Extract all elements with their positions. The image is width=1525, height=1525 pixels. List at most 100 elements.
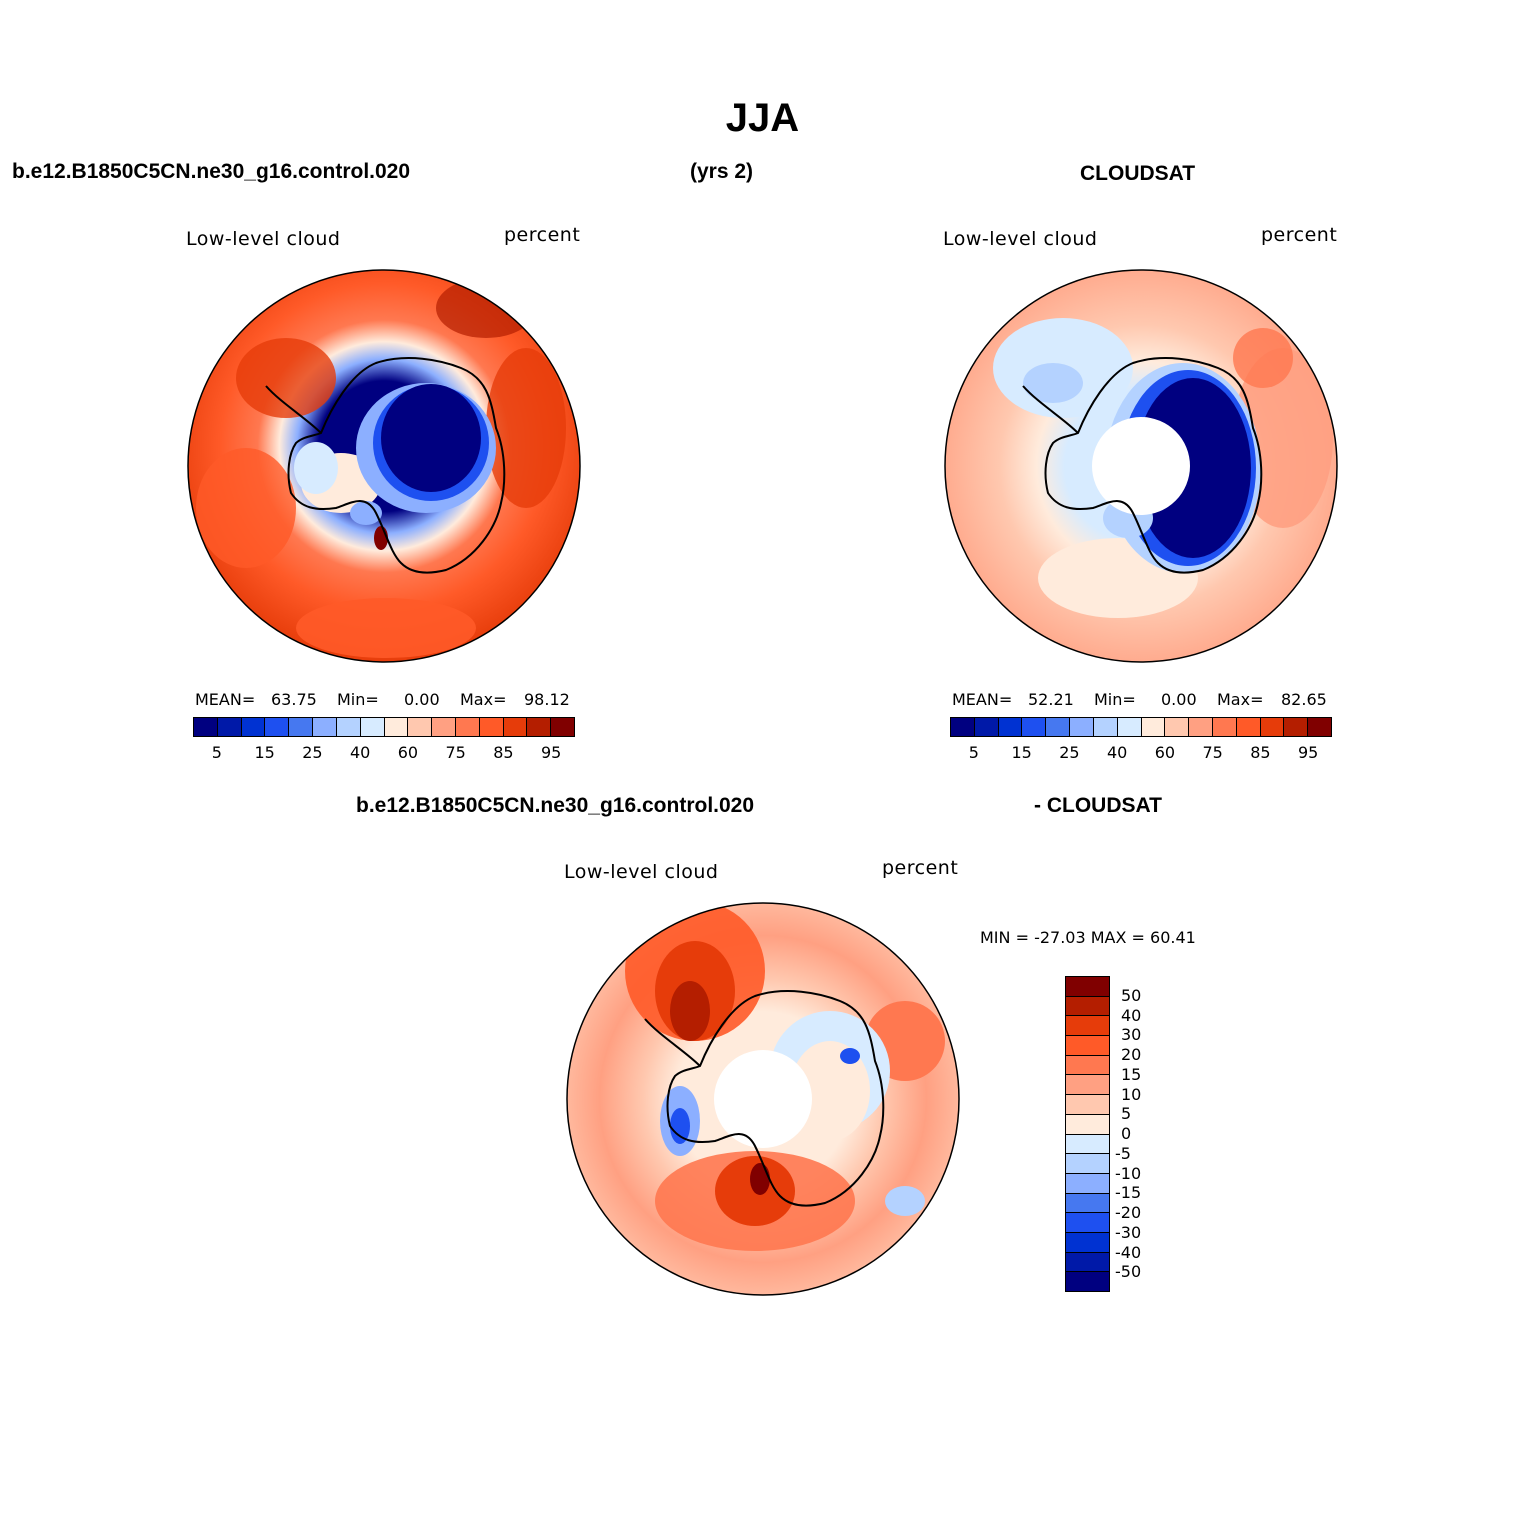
obs-mean-value: 52.21 (1028, 690, 1074, 709)
colorbar-tick-label: 60 (1154, 743, 1176, 762)
diff-right-header: - CLOUDSAT (1034, 794, 1162, 817)
colorbar-swatch (1066, 1213, 1109, 1233)
colorbar-swatch (998, 718, 1023, 736)
model-variable-label: Low-level cloud (186, 228, 341, 250)
colorbar-tick-label: 85 (1250, 743, 1271, 762)
colorbar-tick-label: 95 (1297, 743, 1319, 762)
diff-colorbar (1065, 976, 1110, 1292)
colorbar-swatch (360, 718, 385, 736)
colorbar-tick-label: -20 (1115, 1203, 1142, 1222)
colorbar-tick-label: 15 (1121, 1064, 1142, 1084)
colorbar-swatch (1117, 718, 1142, 736)
colorbar-swatch (1212, 718, 1237, 736)
colorbar-tick-label: 20 (1121, 1045, 1142, 1064)
colorbar-tick-label: 5 (968, 743, 979, 762)
model-min-label: Min= (337, 690, 379, 709)
model-mean-value: 63.75 (271, 690, 317, 709)
colorbar-swatch (1066, 1252, 1109, 1273)
model-max-value: 98.12 (524, 690, 570, 709)
colorbar-swatch (1260, 718, 1285, 736)
colorbar-swatch (1066, 1095, 1109, 1115)
colorbar-tick-label: -50 (1115, 1262, 1142, 1282)
colorbar-swatch (217, 718, 242, 736)
model-max-label: Max= (460, 690, 507, 709)
colorbar-swatch (432, 718, 456, 736)
obs-min-value: 0.00 (1161, 690, 1197, 709)
obs-min-label: Min= (1094, 690, 1136, 709)
obs-name-header: CLOUDSAT (1080, 162, 1196, 185)
colorbar-tick-label: 10 (1121, 1084, 1142, 1104)
colorbar-swatch (1066, 1055, 1109, 1076)
obs-colorbar (950, 717, 1332, 737)
colorbar-swatch (1284, 718, 1309, 736)
colorbar-tick-label: 50 (1121, 985, 1142, 1005)
colorbar-swatch (951, 718, 975, 736)
figure-title: JJA (725, 96, 800, 140)
colorbar-swatch (1066, 1232, 1109, 1253)
colorbar-swatch (1066, 1154, 1109, 1174)
colorbar-swatch (1066, 1036, 1109, 1056)
diff-minmax-text: MIN = -27.03 MAX = 60.41 (980, 928, 1196, 947)
colorbar-swatch (1046, 718, 1071, 736)
obs-units-label: percent (1261, 224, 1338, 246)
colorbar-tick-label: 15 (1011, 743, 1032, 762)
colorbar-tick-label: 25 (302, 743, 323, 762)
model-min-value: 0.00 (404, 690, 440, 709)
colorbar-swatch (265, 718, 290, 736)
colorbar-tick-label: -30 (1115, 1222, 1142, 1242)
colorbar-swatch (408, 718, 433, 736)
colorbar-tick-label: 0 (1121, 1124, 1132, 1143)
colorbar-swatch (289, 718, 314, 736)
obs-max-value: 82.65 (1281, 690, 1327, 709)
colorbar-swatch (194, 718, 218, 736)
model-colorbar (193, 717, 575, 737)
colorbar-tick-label: -40 (1115, 1242, 1142, 1262)
colorbar-tick-label: 40 (1106, 743, 1128, 762)
colorbar-swatch (974, 718, 999, 736)
obs-variable-label: Low-level cloud (943, 228, 1098, 250)
diff-left-header: b.e12.B1850C5CN.ne30_g16.control.020 (356, 794, 755, 817)
colorbar-tick-label: 75 (445, 743, 466, 762)
colorbar-tick-label: 60 (397, 743, 419, 762)
diff-variable-label: Low-level cloud (564, 861, 719, 883)
colorbar-tick-label: 85 (493, 743, 514, 762)
colorbar-swatch (1066, 977, 1109, 997)
model-units-label: percent (504, 224, 581, 246)
colorbar-swatch (241, 718, 266, 736)
diff-units-label: percent (882, 857, 959, 879)
case-name-header: b.e12.B1850C5CN.ne30_g16.control.020 (12, 160, 411, 183)
colorbar-swatch (336, 718, 361, 736)
colorbar-swatch (1308, 718, 1331, 736)
colorbar-swatch (1141, 718, 1166, 736)
colorbar-tick-label: 95 (540, 743, 562, 762)
colorbar-tick-label: -10 (1115, 1163, 1142, 1183)
colorbar-swatch (1066, 1016, 1109, 1037)
colorbar-swatch (1066, 1173, 1109, 1194)
colorbar-swatch (313, 718, 337, 736)
colorbar-tick-label: 40 (349, 743, 371, 762)
colorbar-swatch (1066, 996, 1109, 1017)
colorbar-swatch (384, 718, 409, 736)
colorbar-swatch (1022, 718, 1047, 736)
colorbar-tick-label: 25 (1059, 743, 1080, 762)
obs-mean-label: MEAN= (952, 690, 1013, 709)
obs-max-label: Max= (1217, 690, 1264, 709)
colorbar-swatch (1066, 1134, 1109, 1155)
colorbar-tick-label: 15 (254, 743, 275, 762)
colorbar-swatch (1066, 1272, 1109, 1291)
colorbar-tick-label: 75 (1202, 743, 1223, 762)
colorbar-swatch (1070, 718, 1094, 736)
colorbar-tick-label: -15 (1115, 1183, 1142, 1203)
diff-polar-map (566, 902, 960, 1296)
colorbar-swatch (527, 718, 552, 736)
colorbar-tick-label: 30 (1121, 1025, 1142, 1045)
colorbar-swatch (503, 718, 528, 736)
colorbar-tick-label: 5 (1121, 1104, 1132, 1124)
colorbar-tick-label: -5 (1115, 1143, 1131, 1163)
model-polar-map (187, 269, 581, 663)
colorbar-tick-label: 40 (1121, 1005, 1142, 1025)
colorbar-tick-label: 5 (211, 743, 222, 762)
colorbar-swatch (1236, 718, 1261, 736)
colorbar-swatch (1093, 718, 1118, 736)
colorbar-swatch (551, 718, 574, 736)
